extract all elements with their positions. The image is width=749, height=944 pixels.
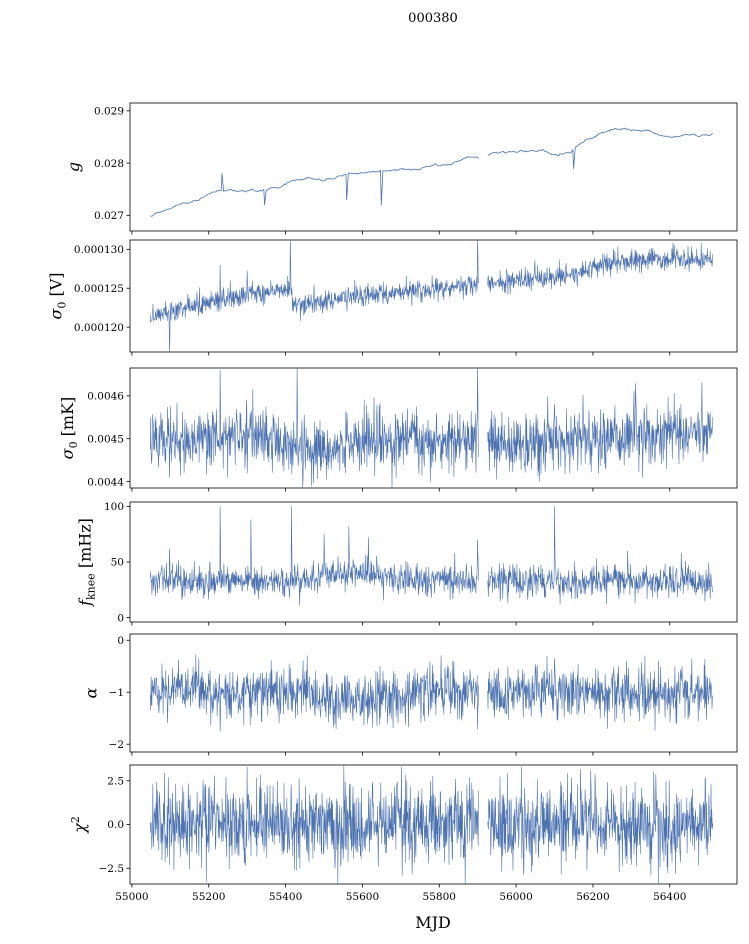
y-tick-label: −2 [109,739,124,751]
y-axis-label-g: g [64,162,83,172]
x-tick-label: 55400 [269,891,302,903]
y-tick-label: 100 [104,501,124,513]
subplot-alpha: 0 −1 −2 α [81,633,738,756]
x-tick-label: 56400 [653,891,686,903]
y-tick-label: 0.000125 [74,283,124,295]
series-alpha [150,654,714,732]
axes-frame [129,239,738,353]
y-tick-label: 0.0045 [87,433,124,445]
series-sigma0-V [150,240,714,352]
y-axis-label-sigma0-V: σ0 [V] [47,272,69,319]
y-axis-label-alpha: α [81,687,100,698]
x-tick-label: 56000 [499,891,532,903]
y-axis-label-sigma0-mK: σ0 [mK] [58,397,80,460]
y-tick-label: 0.000130 [74,244,124,256]
y-tick-label: 2.5 [107,775,124,787]
x-axis-label: MJD [415,913,451,932]
x-tick-label: 55800 [423,891,456,903]
y-axis-label-fknee: fknee [mHz] [76,518,98,607]
axes-frame [129,367,738,489]
y-tick-label: 0.000120 [74,322,124,334]
series-sigma0-mK [150,368,714,488]
subplot-fknee: 0 50 100 fknee [mHz] [76,501,738,626]
axes-frame [129,102,738,232]
subplot-sigma0-V: 0.000120 0.000125 0.000130 σ0 [V] [47,239,738,356]
series-g [150,127,713,217]
y-tick-label: 0 [117,612,124,624]
y-tick-label: 0.0046 [87,391,124,403]
axes-frame [129,501,738,623]
axes-frame [129,633,738,753]
subplot-g: 0.027 0.028 0.029 g [64,102,738,235]
series-fknee [150,506,714,606]
subplot-chi2: 55000 55200 55400 55600 55800 56000 56200 56400… [69,764,738,903]
panels-group: 0.027 0.028 0.029 g 0.000120 0.000125 0.000130… [47,102,738,903]
y-axis-label-chi2: χ2 [69,816,89,834]
y-tick-label: 0.0044 [87,476,124,488]
y-tick-label: 0.029 [94,106,124,118]
y-tick-label: 0.027 [94,210,124,222]
y-tick-label: −2.5 [99,863,125,875]
series-chi2 [150,765,714,884]
x-tick-label: 55200 [192,891,225,903]
subplot-sigma0-mK: 0.0044 0.0045 0.0046 σ0 [mK] [58,367,738,492]
x-tick-label: 55600 [346,891,379,903]
y-tick-label: 0.028 [94,158,124,170]
y-tick-label: 0 [117,635,124,647]
x-tick-label: 55000 [115,891,148,903]
y-tick-label: −1 [109,687,124,699]
y-tick-label: 50 [111,557,124,569]
x-tick-label: 56200 [576,891,609,903]
y-tick-label: 0.0 [107,819,124,831]
figure-title: 000380 [408,11,458,26]
